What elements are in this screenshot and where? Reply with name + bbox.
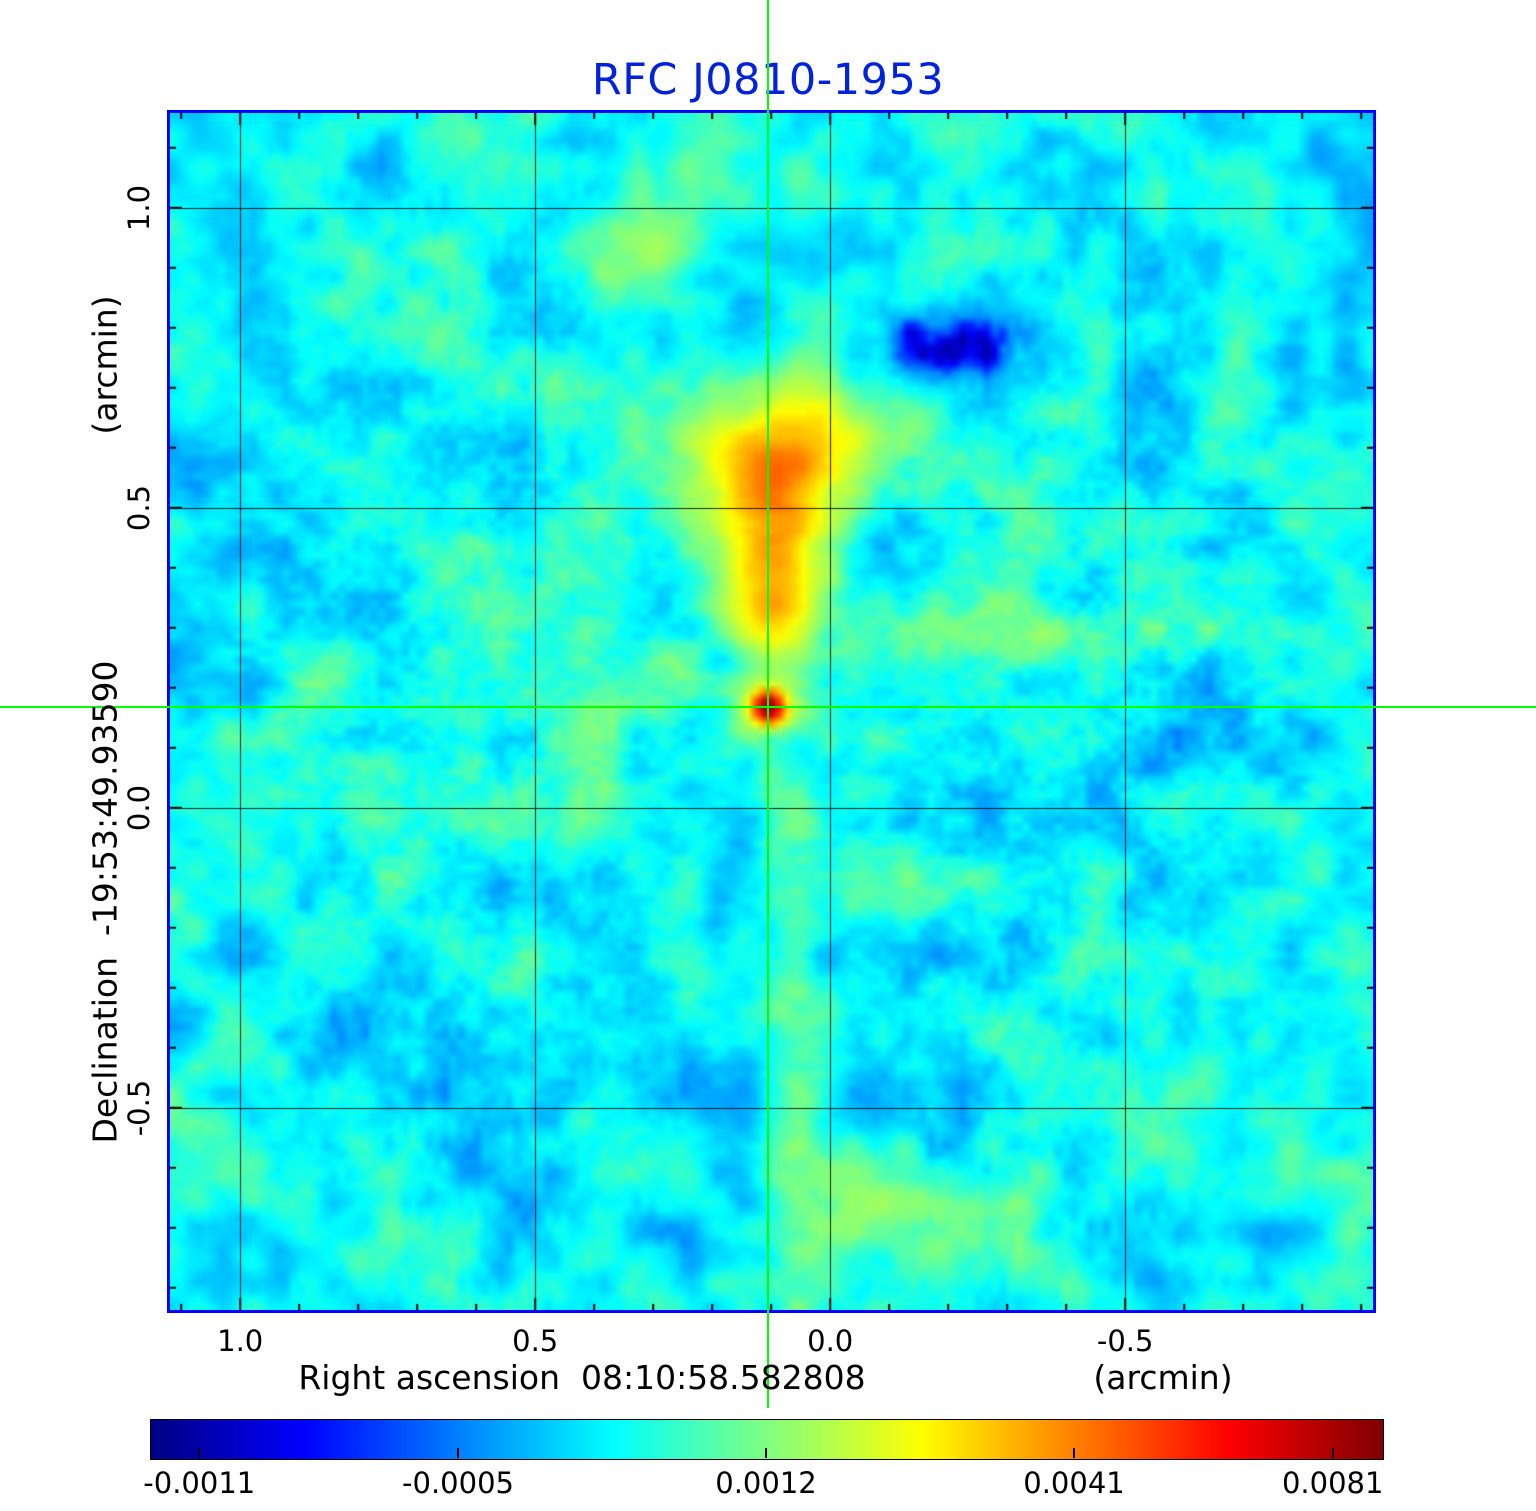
x-tick-label: 0.5 [512,1324,559,1358]
x-axis-unit-label: (arcmin) [1093,1358,1233,1397]
colorbar-tick-label: -0.0005 [402,1466,514,1500]
colorbar-tick-label: -0.0011 [143,1466,256,1500]
colorbar-tick [198,1448,201,1458]
heatmap-canvas [170,113,1373,1310]
colorbar-tick-label: 0.0012 [715,1466,817,1500]
y-tick-label: 0.0 [122,784,156,831]
y-axis-unit-label: (arcmin) [85,295,125,435]
colorbar-tick [1073,1448,1075,1458]
plot-title: RFC J0810-1953 [591,55,945,105]
y-tick-label: 0.5 [122,484,156,531]
y-tick-label: 1.0 [122,184,156,231]
colorbar [150,1419,1384,1460]
crosshair-vertical-line [767,0,770,1408]
y-axis-label: Declination -19:53:49.93590 [85,660,125,1144]
plot-area [167,110,1376,1313]
x-tick-label: 1.0 [217,1324,264,1358]
x-tick-label: 0.0 [807,1324,854,1358]
x-axis-label: Right ascension 08:10:58.582808 [298,1358,866,1397]
colorbar-tick [765,1448,767,1458]
colorbar-tick-label: 0.0041 [1023,1466,1125,1500]
y-tick-label: -0.5 [122,1079,156,1137]
crosshair-horizontal-line [0,706,1536,708]
x-tick-label: -0.5 [1096,1324,1154,1358]
colorbar-tick [457,1448,459,1458]
colorbar-tick [1331,1448,1334,1458]
colorbar-tick-label: 0.0081 [1281,1466,1384,1500]
